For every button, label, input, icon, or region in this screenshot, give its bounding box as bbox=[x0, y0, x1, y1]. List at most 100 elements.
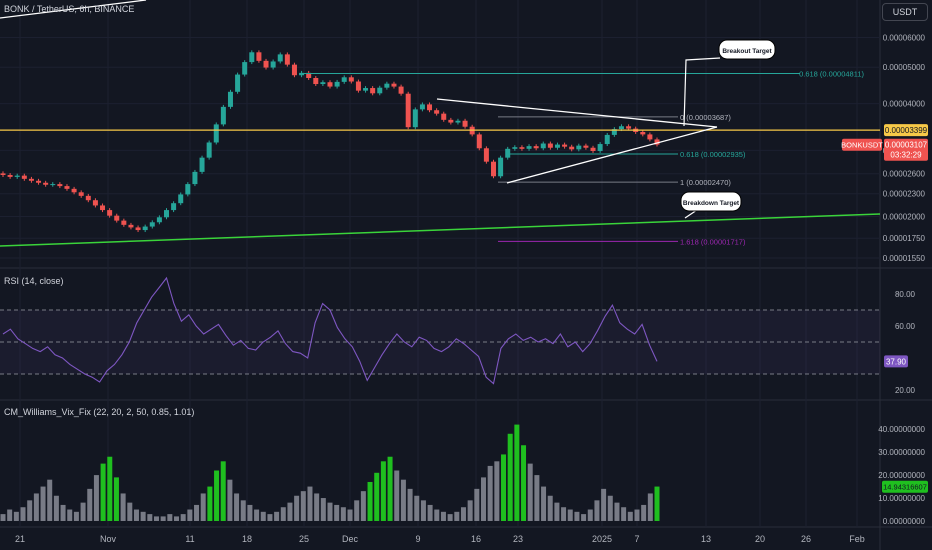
price-tick-label: 0.00006000 bbox=[883, 34, 926, 43]
vix-bar bbox=[80, 502, 86, 521]
candle-body bbox=[348, 77, 354, 82]
vix-bar bbox=[541, 486, 547, 521]
candle-body bbox=[412, 109, 418, 128]
price-pane[interactable]: 0.618 (0.00004811) 0 (0.00003687) 0.618 (0… bbox=[0, 0, 881, 247]
vix-bar bbox=[93, 475, 99, 521]
fib-level-label: 1 (0.00002470) bbox=[680, 178, 731, 187]
candle-body bbox=[50, 184, 56, 186]
time-tick-label: 25 bbox=[299, 534, 309, 544]
vix-bar bbox=[340, 507, 346, 521]
vix-bar bbox=[40, 486, 46, 521]
vix-bar bbox=[394, 470, 400, 521]
candle-body bbox=[43, 182, 49, 185]
vix-bar bbox=[120, 493, 126, 521]
price-tick-label: 0.00002000 bbox=[883, 212, 926, 221]
candle-body bbox=[114, 215, 120, 221]
candle-body bbox=[377, 87, 383, 94]
vix-bar bbox=[320, 498, 326, 521]
candle-body bbox=[519, 147, 525, 149]
breakout-callout-line bbox=[683, 57, 721, 127]
fib-level-label: 0.618 (0.00004811) bbox=[799, 70, 864, 79]
vix-bar bbox=[147, 514, 153, 521]
candle-body bbox=[156, 217, 162, 223]
triangle-upper-line bbox=[436, 98, 718, 128]
vix-value-tag bbox=[882, 480, 928, 493]
time-tick-label: 21 bbox=[15, 534, 25, 544]
candle-body bbox=[491, 161, 496, 177]
vix-bar bbox=[53, 495, 59, 521]
vix-bar bbox=[127, 502, 133, 521]
vix-bar bbox=[440, 511, 446, 521]
candle-body bbox=[178, 194, 184, 204]
vix-bar bbox=[227, 479, 233, 521]
symbol-tag bbox=[842, 138, 882, 151]
time-axis[interactable]: 21 Nov 11 18 25 Dec 9 16 23 2025 7 13 20 26 Feb bbox=[15, 534, 865, 544]
time-tick-label: Nov bbox=[100, 534, 117, 544]
vix-bar bbox=[100, 463, 106, 521]
rsi-tick-label: 20.00 bbox=[895, 386, 916, 395]
rsi-pane[interactable]: 80.00 60.00 20.00 37.90 bbox=[0, 276, 916, 395]
vix-tick-label: 10.00000000 bbox=[878, 494, 925, 503]
candle-body bbox=[284, 54, 290, 65]
candle-body bbox=[384, 83, 390, 88]
vix-bar bbox=[187, 509, 193, 521]
candle-body bbox=[263, 60, 269, 68]
vix-bar bbox=[581, 514, 587, 521]
candle-body bbox=[185, 184, 191, 195]
candle-body bbox=[334, 81, 340, 87]
vix-bar bbox=[87, 488, 93, 521]
rsi-tick-label: 60.00 bbox=[895, 322, 916, 331]
candle-body bbox=[100, 205, 106, 211]
rsi-band-fill bbox=[0, 310, 880, 374]
vix-bar bbox=[627, 511, 633, 521]
candle-body bbox=[0, 173, 6, 176]
candle-body bbox=[498, 157, 504, 177]
candle-body bbox=[441, 113, 447, 120]
vix-bar bbox=[347, 509, 353, 521]
vix-bar bbox=[200, 493, 206, 521]
candle-body bbox=[220, 106, 226, 125]
vix-pane[interactable]: 40.00000000 30.00000000 20.00000000 10.0000… bbox=[0, 424, 929, 526]
vix-bar bbox=[447, 514, 453, 521]
vix-bar bbox=[133, 509, 139, 521]
vix-bar bbox=[27, 500, 33, 521]
vix-bar bbox=[247, 504, 253, 521]
candle-body bbox=[562, 144, 568, 147]
price-tick-label: 0.00002300 bbox=[883, 190, 926, 199]
rsi-value-label: 37.90 bbox=[886, 357, 907, 366]
price-axis[interactable]: 0.000060000.000050000.000040000.00003000… bbox=[841, 34, 928, 263]
candle-body bbox=[192, 171, 198, 185]
candle-body bbox=[64, 186, 70, 189]
candle-body bbox=[164, 210, 169, 218]
rsi-line bbox=[2, 276, 658, 385]
candle-body bbox=[320, 82, 326, 85]
vix-bar bbox=[140, 511, 146, 521]
currency-button[interactable]: USDT bbox=[882, 3, 928, 21]
vix-bar bbox=[554, 502, 560, 521]
vix-bar bbox=[647, 493, 653, 521]
trend-line-top bbox=[0, 0, 147, 19]
candle-body bbox=[434, 110, 440, 114]
candle-body bbox=[28, 178, 34, 181]
candle-body bbox=[57, 184, 63, 187]
breakdown-target-label: Breakdown Target bbox=[683, 200, 740, 207]
candle-body bbox=[476, 134, 482, 149]
vix-bar bbox=[634, 509, 640, 521]
vix-bar bbox=[514, 424, 520, 521]
vix-bar bbox=[460, 507, 466, 521]
candle-body bbox=[242, 62, 248, 75]
vix-bar bbox=[454, 511, 460, 521]
candle-body bbox=[398, 86, 404, 94]
vix-bar bbox=[334, 504, 340, 521]
vix-bar bbox=[113, 477, 119, 521]
vix-bar bbox=[73, 511, 79, 521]
fib-level-label: 0 (0.00003687) bbox=[680, 113, 731, 122]
vix-title: CM_Williams_Vix_Fix (22, 20, 2, 50, 0.85… bbox=[4, 407, 195, 417]
last-price-tag bbox=[884, 138, 928, 161]
vix-bar bbox=[607, 495, 613, 521]
vix-bar bbox=[547, 495, 553, 521]
candle-body bbox=[654, 139, 660, 145]
candle-body bbox=[78, 192, 84, 196]
